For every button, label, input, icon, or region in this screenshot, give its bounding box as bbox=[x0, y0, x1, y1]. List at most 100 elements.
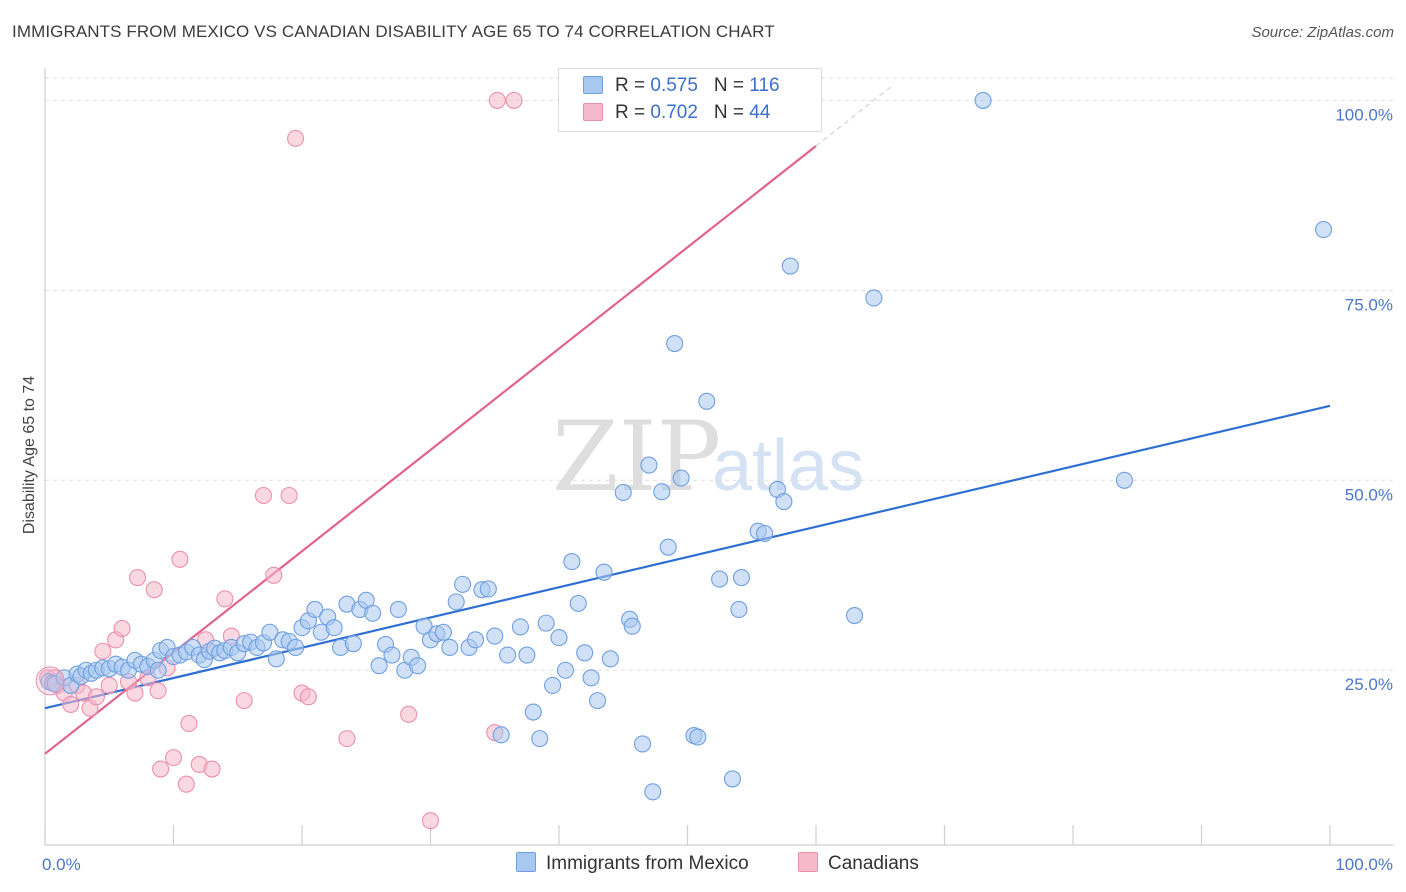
data-point-mexico bbox=[544, 676, 562, 694]
data-point-canadians bbox=[203, 760, 221, 778]
data-point-canadians bbox=[180, 714, 198, 732]
data-point-canadians bbox=[145, 581, 163, 599]
data-point-mexico bbox=[325, 619, 343, 637]
legend-r-value: 0.702 bbox=[650, 102, 698, 123]
data-point-canadians bbox=[177, 775, 195, 793]
legend-r-label: R = bbox=[615, 102, 651, 123]
data-point-mexico bbox=[781, 257, 799, 275]
data-point-mexico bbox=[434, 623, 452, 641]
data-point-mexico bbox=[569, 594, 587, 612]
data-point-canadians bbox=[505, 91, 523, 109]
data-point-canadians bbox=[280, 486, 298, 505]
watermark-zip: ZIP bbox=[552, 401, 721, 513]
data-point-mexico bbox=[486, 627, 504, 645]
data-point-cluster bbox=[35, 666, 65, 696]
data-point-canadians bbox=[113, 619, 131, 638]
data-point-mexico bbox=[1115, 471, 1133, 489]
trend-line-extension bbox=[815, 84, 894, 147]
zipatlas-watermark: ZIP atlas bbox=[552, 401, 864, 513]
data-point-mexico bbox=[531, 730, 549, 748]
bottom-legend-label-canadians: Canadians bbox=[828, 853, 919, 874]
data-point-mexico bbox=[306, 600, 324, 619]
data-point-mexico bbox=[537, 614, 555, 632]
y-tick-label: 75.0% bbox=[1345, 295, 1393, 314]
data-point-canadians bbox=[164, 749, 183, 767]
data-point-canadians bbox=[287, 129, 305, 147]
data-point-mexico bbox=[653, 483, 671, 501]
data-point-canadians bbox=[265, 566, 283, 584]
data-point-mexico bbox=[267, 650, 285, 668]
data-points bbox=[35, 91, 1333, 830]
legend-r-value: 0.575 bbox=[650, 75, 698, 96]
legend-swatch-mexico bbox=[583, 76, 603, 94]
data-point-mexico bbox=[633, 735, 652, 753]
data-point-canadians bbox=[87, 688, 105, 706]
x-tick-label: 0.0% bbox=[42, 855, 81, 874]
data-point-mexico bbox=[640, 456, 658, 474]
data-point-canadians bbox=[235, 692, 253, 710]
legend-n-label: N = bbox=[713, 102, 750, 123]
data-point-mexico bbox=[415, 617, 433, 635]
data-point-mexico bbox=[723, 770, 742, 788]
legend-row-canadians: R = 0.702 N = 44 bbox=[583, 102, 770, 128]
legend-n-value: 116 bbox=[749, 75, 780, 96]
data-point-canadians bbox=[171, 550, 189, 568]
data-point-mexico bbox=[845, 606, 864, 625]
data-point-mexico bbox=[364, 604, 382, 622]
data-point-mexico bbox=[409, 657, 427, 675]
data-point-mexico bbox=[524, 703, 542, 721]
data-point-mexico bbox=[865, 289, 883, 307]
data-point-mexico bbox=[698, 392, 716, 410]
data-point-mexico bbox=[479, 580, 497, 598]
bottom-legend-mexico: Immigrants from Mexico bbox=[516, 852, 749, 875]
trend-line-mexico bbox=[44, 404, 1331, 710]
data-point-mexico bbox=[614, 483, 632, 502]
data-point-mexico bbox=[149, 661, 167, 679]
data-point-mexico bbox=[659, 538, 677, 556]
data-point-canadians bbox=[128, 568, 147, 587]
data-point-mexico bbox=[756, 524, 774, 543]
data-point-mexico bbox=[454, 575, 472, 593]
data-point-mexico bbox=[672, 469, 690, 487]
bottom-legend-label-mexico: Immigrants from Mexico bbox=[546, 853, 749, 874]
y-tick-label: 50.0% bbox=[1345, 485, 1393, 504]
legend-r-label: R = bbox=[615, 75, 651, 96]
data-point-mexico bbox=[974, 91, 992, 109]
data-point-mexico bbox=[1315, 221, 1333, 239]
data-point-mexico bbox=[441, 638, 459, 657]
data-point-mexico bbox=[666, 334, 684, 353]
data-point-mexico bbox=[623, 617, 641, 635]
data-point-mexico bbox=[499, 646, 517, 664]
data-point-canadians bbox=[149, 682, 167, 700]
legend-swatch-canadians bbox=[583, 103, 603, 121]
bottom-legend-swatch-mexico bbox=[516, 852, 536, 872]
data-point-mexico bbox=[389, 600, 407, 619]
data-point-mexico bbox=[447, 593, 465, 611]
legend-n-value: 44 bbox=[749, 102, 771, 123]
data-point-mexico bbox=[732, 568, 751, 587]
data-point-canadians bbox=[94, 642, 112, 660]
data-point-mexico bbox=[261, 623, 279, 641]
data-point-canadians bbox=[400, 705, 418, 723]
bottom-legend-canadians: Canadians bbox=[798, 852, 919, 875]
data-point-mexico bbox=[492, 726, 510, 744]
data-point-mexico bbox=[563, 553, 581, 571]
data-point-mexico bbox=[588, 692, 607, 710]
data-point-mexico bbox=[582, 669, 600, 687]
data-point-mexico bbox=[689, 728, 707, 746]
x-tick-label: 100.0% bbox=[1335, 855, 1393, 874]
y-tick-label: 100.0% bbox=[1335, 105, 1393, 124]
data-point-canadians bbox=[299, 688, 317, 706]
axes bbox=[44, 68, 1393, 846]
data-point-canadians bbox=[216, 590, 234, 608]
data-point-mexico bbox=[556, 661, 574, 679]
data-point-canadians bbox=[254, 486, 273, 505]
tick-labels: 25.0% 50.0% 75.0% 100.0% 0.0% 100.0% bbox=[42, 105, 1393, 874]
watermark-atlas: atlas bbox=[712, 426, 864, 506]
chart-title: IMMIGRANTS FROM MEXICO VS CANADIAN DISAB… bbox=[12, 22, 775, 41]
data-point-mexico bbox=[383, 646, 401, 664]
data-point-canadians bbox=[338, 730, 356, 748]
bottom-legend-swatch-canadians bbox=[798, 852, 818, 872]
data-point-mexico bbox=[511, 618, 530, 636]
